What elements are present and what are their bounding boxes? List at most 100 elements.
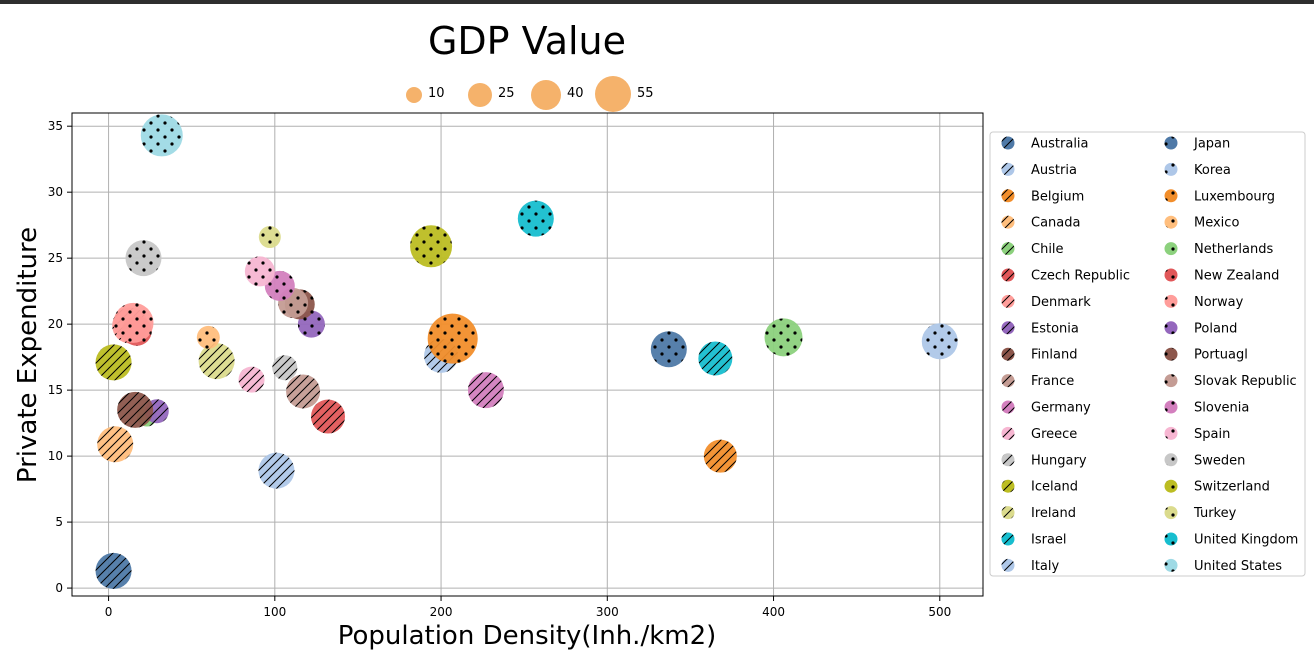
- legend-marker-hatch: [1164, 162, 1178, 176]
- point-hatch: [125, 240, 162, 277]
- data-point-sweden: [125, 240, 162, 277]
- legend-label: Japan: [1193, 137, 1230, 152]
- data-point-finland: [117, 391, 154, 428]
- legend-marker-hatch: [1164, 189, 1178, 203]
- point-hatch: [258, 226, 281, 249]
- data-point-mexico: [196, 325, 220, 349]
- point-hatch: [467, 372, 504, 409]
- y-tick-label: 25: [48, 251, 63, 265]
- legend-entry: Turkey: [1164, 506, 1237, 521]
- legend-marker-hatch: [1164, 215, 1178, 229]
- legend-entry: Belgium: [1001, 189, 1084, 204]
- legend-entry: Mexico: [1164, 215, 1239, 231]
- legend-label: Turkey: [1193, 506, 1237, 521]
- legend-label: Switzerland: [1194, 480, 1270, 495]
- legend-label: New Zealand: [1194, 269, 1279, 284]
- legend-label: Greece: [1031, 427, 1077, 442]
- point-hatch: [921, 323, 958, 360]
- legend-marker-hatch: [1164, 374, 1178, 388]
- point-hatch: [517, 200, 554, 237]
- point-hatch: [238, 366, 265, 393]
- y-tick-label: 10: [48, 449, 63, 463]
- point-hatch: [650, 331, 687, 368]
- point-hatch: [764, 318, 803, 357]
- legend-entry: Hungary: [1001, 453, 1087, 468]
- legend-entry: Luxembourg: [1164, 189, 1275, 204]
- data-point-switzerland: [410, 225, 453, 268]
- legend-marker-hatch: [1001, 374, 1015, 388]
- legend-label: Iceland: [1031, 480, 1078, 495]
- x-axis-label: Population Density(Inh./km2): [338, 621, 717, 651]
- point-hatch: [95, 552, 132, 589]
- legend-entry: Japan: [1164, 136, 1230, 152]
- data-point-korea: [921, 323, 958, 360]
- data-point-united-states: [140, 114, 183, 157]
- data-point-iceland: [95, 344, 132, 381]
- y-axis-label: Private Expenditure: [13, 227, 43, 483]
- data-point-united-kingdom: [517, 200, 554, 237]
- data-point-greece: [238, 366, 265, 393]
- point-hatch: [140, 114, 183, 157]
- data-point-belgium: [703, 439, 737, 473]
- legend-marker-hatch: [1001, 506, 1015, 520]
- point-hatch: [198, 343, 235, 380]
- series-legend: Australia Austria Belgium Canada Chile Czech …: [989, 131, 1306, 577]
- data-points: [95, 114, 958, 589]
- legend-label: United States: [1194, 559, 1282, 574]
- x-tick-label: 200: [430, 605, 453, 619]
- data-point-luxembourg: [427, 313, 478, 364]
- y-tick-label: 5: [55, 515, 63, 529]
- x-tick-label: 400: [762, 605, 785, 619]
- plot-frame: [71, 112, 984, 597]
- size-legend-marker: [406, 87, 422, 103]
- legend-label: Austria: [1031, 163, 1077, 178]
- legend-label: Belgium: [1031, 189, 1084, 204]
- legend-entry: Canada: [1001, 215, 1080, 231]
- legend-entry: Australia: [1001, 136, 1089, 152]
- data-point-japan: [650, 331, 687, 368]
- legend-label: Germany: [1031, 401, 1091, 416]
- legend-marker-hatch: [1164, 268, 1178, 282]
- y-tick-label: 0: [55, 581, 63, 595]
- legend-entry: Austria: [1001, 162, 1077, 178]
- legend-label: Canada: [1031, 216, 1080, 231]
- legend-entry: Poland: [1164, 321, 1237, 336]
- legend-marker-hatch: [1164, 426, 1178, 440]
- size-legend: 10 25 40 55: [406, 76, 654, 112]
- legend-marker-hatch: [1164, 136, 1178, 150]
- legend-marker-hatch: [1164, 347, 1178, 361]
- data-point-australia: [95, 552, 132, 589]
- size-legend-label: 55: [637, 86, 654, 101]
- legend-label: Luxembourg: [1194, 189, 1275, 204]
- point-hatch: [272, 355, 298, 381]
- legend-entry: United States: [1164, 558, 1282, 574]
- legend-label: Slovenia: [1194, 401, 1249, 416]
- legend-marker-hatch: [1001, 215, 1015, 229]
- legend-marker-hatch: [1164, 558, 1178, 572]
- legend-label: Australia: [1031, 137, 1089, 152]
- x-tick-label: 300: [596, 605, 619, 619]
- legend-marker-hatch: [1164, 294, 1178, 308]
- y-tick-label: 15: [48, 383, 63, 397]
- legend-marker-hatch: [1001, 189, 1015, 203]
- data-point-canada: [97, 426, 134, 463]
- legend-marker-hatch: [1164, 506, 1178, 520]
- legend-label: Italy: [1031, 559, 1060, 574]
- legend-marker-hatch: [1164, 321, 1178, 335]
- size-legend-marker: [468, 83, 492, 107]
- legend-entry: Spain: [1164, 426, 1230, 442]
- legend-entry: United Kingdom: [1164, 532, 1298, 548]
- point-hatch: [113, 302, 154, 343]
- legend-marker-hatch: [1001, 242, 1015, 256]
- legend-label: Denmark: [1031, 295, 1091, 310]
- size-legend-label: 40: [567, 86, 584, 101]
- legend-marker-hatch: [1001, 453, 1015, 467]
- point-hatch: [703, 439, 737, 473]
- size-legend-label: 10: [428, 86, 445, 101]
- legend-entry: Iceland: [1001, 479, 1078, 495]
- legend-label: Portuagl: [1194, 348, 1248, 363]
- legend-marker-hatch: [1001, 162, 1015, 176]
- chart-title: GDP Value: [428, 19, 626, 63]
- legend-label: United Kingdom: [1194, 533, 1298, 548]
- size-legend-label: 25: [498, 86, 515, 101]
